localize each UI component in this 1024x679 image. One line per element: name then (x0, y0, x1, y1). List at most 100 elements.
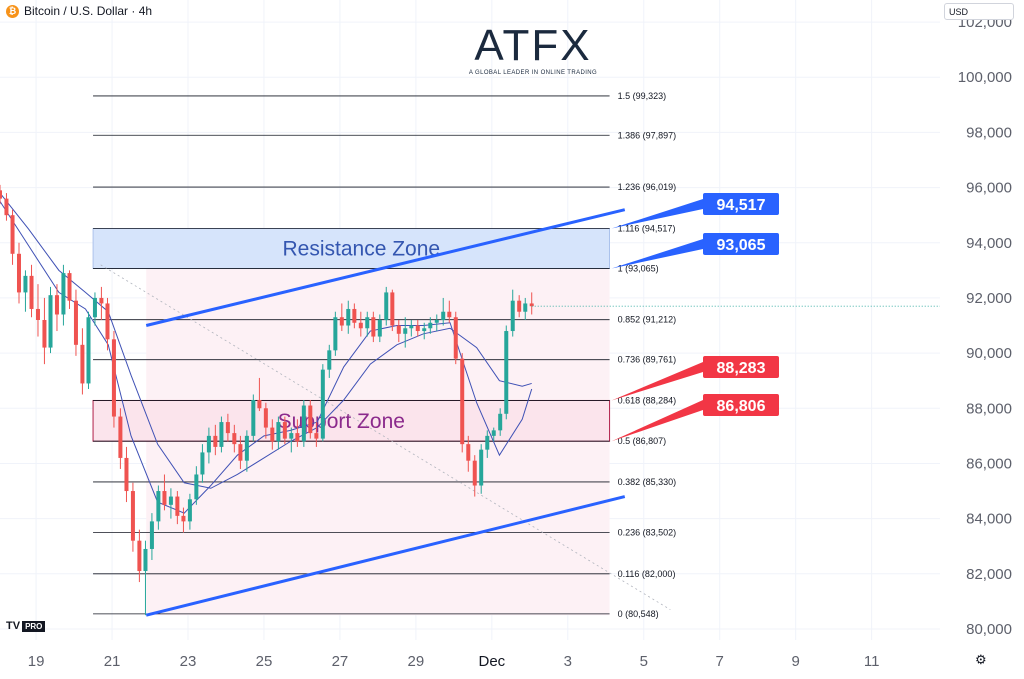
currency-selector[interactable]: USD (944, 3, 1014, 20)
fib-level-label: 0.852 (91,212) (618, 315, 677, 325)
candle-body (415, 325, 420, 332)
candle-body (295, 433, 300, 442)
price-tag-pointer (611, 400, 703, 442)
candle-body (187, 499, 192, 522)
x-axis-tick-label: 11 (864, 653, 880, 670)
candle-body (61, 273, 66, 315)
candle-body (390, 292, 395, 326)
candle-body (257, 400, 262, 409)
fib-level-label: 1.386 (97,897) (618, 130, 677, 140)
candle-body (428, 322, 433, 329)
candle-body (149, 521, 154, 549)
upper-trendline[interactable] (145, 208, 626, 327)
candle-body (168, 496, 173, 505)
support-zone (92, 399, 611, 442)
fib-level-label: 0.618 (88,284) (618, 395, 677, 405)
candle-body (200, 452, 205, 475)
candle-body (130, 491, 135, 541)
candle-body (73, 300, 78, 345)
price-tag (703, 193, 779, 215)
candle-body (232, 433, 237, 445)
diagonal-guide-line (100, 264, 671, 610)
x-axis-tick-label: 9 (792, 653, 800, 670)
x-axis-tick-label: Dec (478, 653, 505, 670)
support-zone-label: Support Zone (278, 410, 405, 433)
candle-body (244, 435, 249, 461)
fib-level-label: 0.5 (86,807) (618, 436, 667, 446)
candle-body (263, 408, 268, 428)
candle-body (327, 350, 332, 370)
symbol-title: Bitcoin / U.S. Dollar · 4h (24, 4, 153, 18)
price-tag-label: 94,517 (717, 197, 766, 214)
candle-body (529, 303, 534, 307)
x-axis-tick-label: 25 (256, 653, 273, 670)
price-tag-pointer (611, 239, 703, 269)
candle-body (251, 400, 256, 436)
candle-body (92, 297, 97, 318)
fib-level-label: 0.736 (89,761) (618, 355, 677, 365)
candle-body (143, 548, 148, 572)
candle-body (29, 275, 34, 309)
y-axis-tick-label: 96,000 (966, 180, 1012, 197)
candle-body (434, 320, 439, 323)
candle-body (409, 325, 414, 329)
candle-body (54, 295, 59, 315)
x-axis-tick-label: 5 (640, 653, 648, 670)
lower-trendline[interactable] (145, 495, 626, 617)
candle-body (175, 496, 180, 516)
y-axis-tick-label: 92,000 (966, 290, 1012, 307)
x-axis-tick-label: 3 (564, 653, 572, 670)
candle-body (206, 435, 211, 453)
candle-body (238, 444, 243, 461)
candle-body (67, 273, 72, 301)
x-axis-tick-label: 21 (104, 653, 121, 670)
candle-body (403, 328, 408, 334)
candle-body (10, 215, 15, 254)
candle-body (472, 460, 477, 486)
candle-body (517, 300, 522, 312)
logo-wordmark: ATFX (474, 21, 592, 70)
candle-body (377, 320, 382, 337)
candle-body (371, 317, 376, 337)
candle-body (111, 339, 116, 417)
settings-gear-icon[interactable]: ⚙ (975, 652, 987, 667)
y-axis-tick-label: 84,000 (966, 511, 1012, 528)
candle-body (308, 405, 313, 434)
candle-body (225, 422, 230, 434)
candle-body (358, 322, 363, 329)
candle-body (447, 311, 452, 318)
resistance-zone-label: Resistance Zone (283, 238, 441, 261)
fib-level-label: 1.116 (94,517) (618, 223, 676, 233)
y-axis-tick-label: 80,000 (966, 621, 1012, 638)
price-tag-pointer (611, 199, 703, 229)
chart-header: ₿ Bitcoin / U.S. Dollar · 4h (6, 4, 152, 18)
candle-body (213, 435, 218, 447)
candle-body (453, 317, 458, 359)
candle-body (352, 308, 357, 323)
candle-body (137, 540, 142, 572)
y-axis-tick-label: 82,000 (966, 566, 1012, 583)
y-axis-tick-label: 86,000 (966, 455, 1012, 472)
candle-body (162, 491, 167, 505)
y-axis-tick-label: 100,000 (958, 69, 1012, 86)
candle-body (42, 320, 47, 348)
fib-level-label: 1.5 (99,323) (618, 91, 667, 101)
atfx-logo: ATFX A GLOBAL LEADER IN ONLINE TRADING (458, 21, 608, 77)
candle-body (270, 427, 275, 442)
candle-body (384, 292, 389, 320)
candle-body (346, 308, 351, 326)
candle-body (301, 405, 306, 442)
x-axis-tick-label: 27 (332, 653, 349, 670)
candle-body (282, 422, 287, 439)
y-axis-tick-label: 94,000 (966, 235, 1012, 252)
fib-level-label: 0.236 (83,502) (618, 527, 677, 537)
pro-badge: PRO (22, 621, 46, 632)
candle-body (4, 198, 9, 216)
y-axis-tick-label: 88,000 (966, 400, 1012, 417)
candle-body (479, 449, 484, 486)
candle-body (289, 433, 294, 439)
x-axis-tick-label: 23 (180, 653, 197, 670)
fib-level-label: 1.236 (96,019) (618, 182, 677, 192)
x-axis-tick-label: 29 (408, 653, 425, 670)
